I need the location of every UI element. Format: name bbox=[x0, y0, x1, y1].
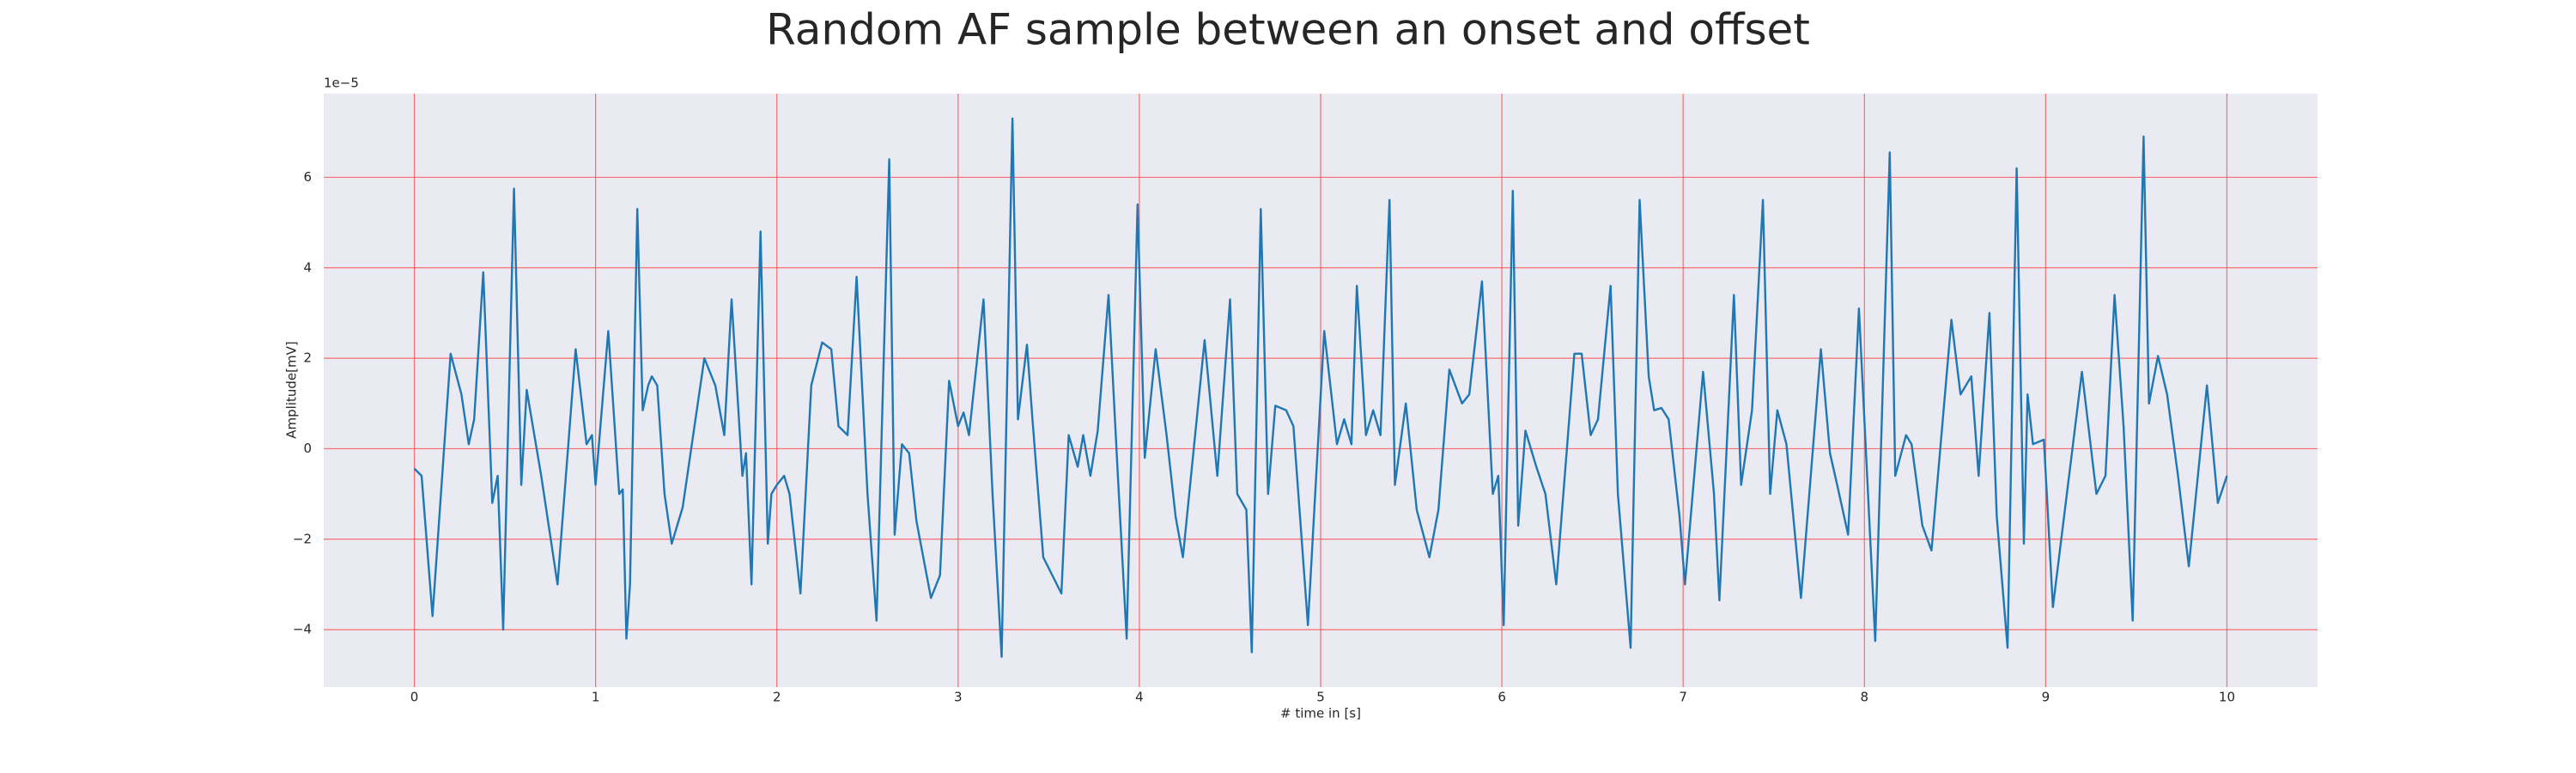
x-tick-label: 6 bbox=[1498, 690, 1506, 705]
y-tick-label: 0 bbox=[303, 441, 312, 456]
x-tick-label: 10 bbox=[2219, 690, 2235, 705]
x-tick-label: 1 bbox=[592, 690, 600, 705]
y-tick-label: 2 bbox=[303, 350, 312, 366]
x-tick-label: 8 bbox=[1860, 690, 1868, 705]
x-tick-label: 7 bbox=[1679, 690, 1687, 705]
y-axis-label: Amplitude[mV] bbox=[284, 341, 300, 438]
y-tick-label: −4 bbox=[293, 622, 312, 637]
y-tick-label: 4 bbox=[303, 259, 312, 275]
x-tick-label: 4 bbox=[1135, 690, 1144, 705]
chart-title: Random AF sample between an onset and of… bbox=[766, 5, 1810, 55]
x-tick-label: 3 bbox=[954, 690, 963, 705]
y-tick-label: −2 bbox=[293, 531, 312, 546]
data-line bbox=[413, 117, 2228, 658]
x-tick-label: 9 bbox=[2042, 690, 2050, 705]
y-offset-label: 1e−5 bbox=[324, 76, 359, 91]
x-tick-label: 2 bbox=[773, 690, 781, 705]
x-axis-label: # time in [s] bbox=[1280, 706, 1361, 721]
x-tick-label: 0 bbox=[410, 690, 419, 705]
x-tick-label: 5 bbox=[1316, 690, 1325, 705]
y-tick-label: 6 bbox=[303, 169, 312, 185]
